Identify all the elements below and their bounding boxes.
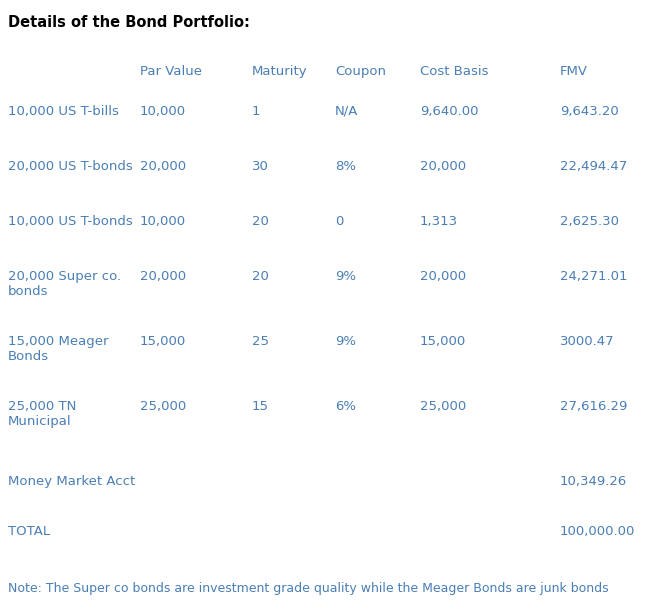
Text: Money Market Acct: Money Market Acct — [8, 475, 135, 488]
Text: Cost Basis: Cost Basis — [420, 65, 489, 78]
Text: TOTAL: TOTAL — [8, 525, 50, 538]
Text: 3000.47: 3000.47 — [560, 335, 614, 348]
Text: 9%: 9% — [335, 335, 356, 348]
Text: 15,000: 15,000 — [420, 335, 466, 348]
Text: 20,000: 20,000 — [420, 270, 466, 283]
Text: 9,640.00: 9,640.00 — [420, 105, 479, 118]
Text: 20,000 Super co.
bonds: 20,000 Super co. bonds — [8, 270, 121, 298]
Text: 25,000: 25,000 — [420, 400, 466, 413]
Text: 100,000.00: 100,000.00 — [560, 525, 635, 538]
Text: 1,313: 1,313 — [420, 215, 458, 228]
Text: 20,000: 20,000 — [420, 160, 466, 173]
Text: Note: The Super co bonds are investment grade quality while the Meager Bonds are: Note: The Super co bonds are investment … — [8, 582, 608, 595]
Text: 15,000: 15,000 — [140, 335, 186, 348]
Text: 10,000: 10,000 — [140, 215, 186, 228]
Text: 10,349.26: 10,349.26 — [560, 475, 627, 488]
Text: 8%: 8% — [335, 160, 356, 173]
Text: 20,000: 20,000 — [140, 270, 186, 283]
Text: N/A: N/A — [335, 105, 358, 118]
Text: 20,000: 20,000 — [140, 160, 186, 173]
Text: 25,000 TN
Municipal: 25,000 TN Municipal — [8, 400, 77, 428]
Text: 20,000 US T-bonds: 20,000 US T-bonds — [8, 160, 133, 173]
Text: 2,625.30: 2,625.30 — [560, 215, 619, 228]
Text: FMV: FMV — [560, 65, 588, 78]
Text: 1: 1 — [252, 105, 261, 118]
Text: 27,616.29: 27,616.29 — [560, 400, 627, 413]
Text: 0: 0 — [335, 215, 343, 228]
Text: 10,000 US T-bonds: 10,000 US T-bonds — [8, 215, 133, 228]
Text: 25,000: 25,000 — [140, 400, 186, 413]
Text: Details of the Bond Portfolio:: Details of the Bond Portfolio: — [8, 15, 250, 30]
Text: 6%: 6% — [335, 400, 356, 413]
Text: 20: 20 — [252, 270, 269, 283]
Text: Par Value: Par Value — [140, 65, 202, 78]
Text: Maturity: Maturity — [252, 65, 308, 78]
Text: 9,643.20: 9,643.20 — [560, 105, 619, 118]
Text: 24,271.01: 24,271.01 — [560, 270, 627, 283]
Text: 20: 20 — [252, 215, 269, 228]
Text: 30: 30 — [252, 160, 269, 173]
Text: Coupon: Coupon — [335, 65, 386, 78]
Text: 9%: 9% — [335, 270, 356, 283]
Text: 25: 25 — [252, 335, 269, 348]
Text: 22,494.47: 22,494.47 — [560, 160, 627, 173]
Text: 15: 15 — [252, 400, 269, 413]
Text: 15,000 Meager
Bonds: 15,000 Meager Bonds — [8, 335, 109, 363]
Text: 10,000: 10,000 — [140, 105, 186, 118]
Text: 10,000 US T-bills: 10,000 US T-bills — [8, 105, 119, 118]
